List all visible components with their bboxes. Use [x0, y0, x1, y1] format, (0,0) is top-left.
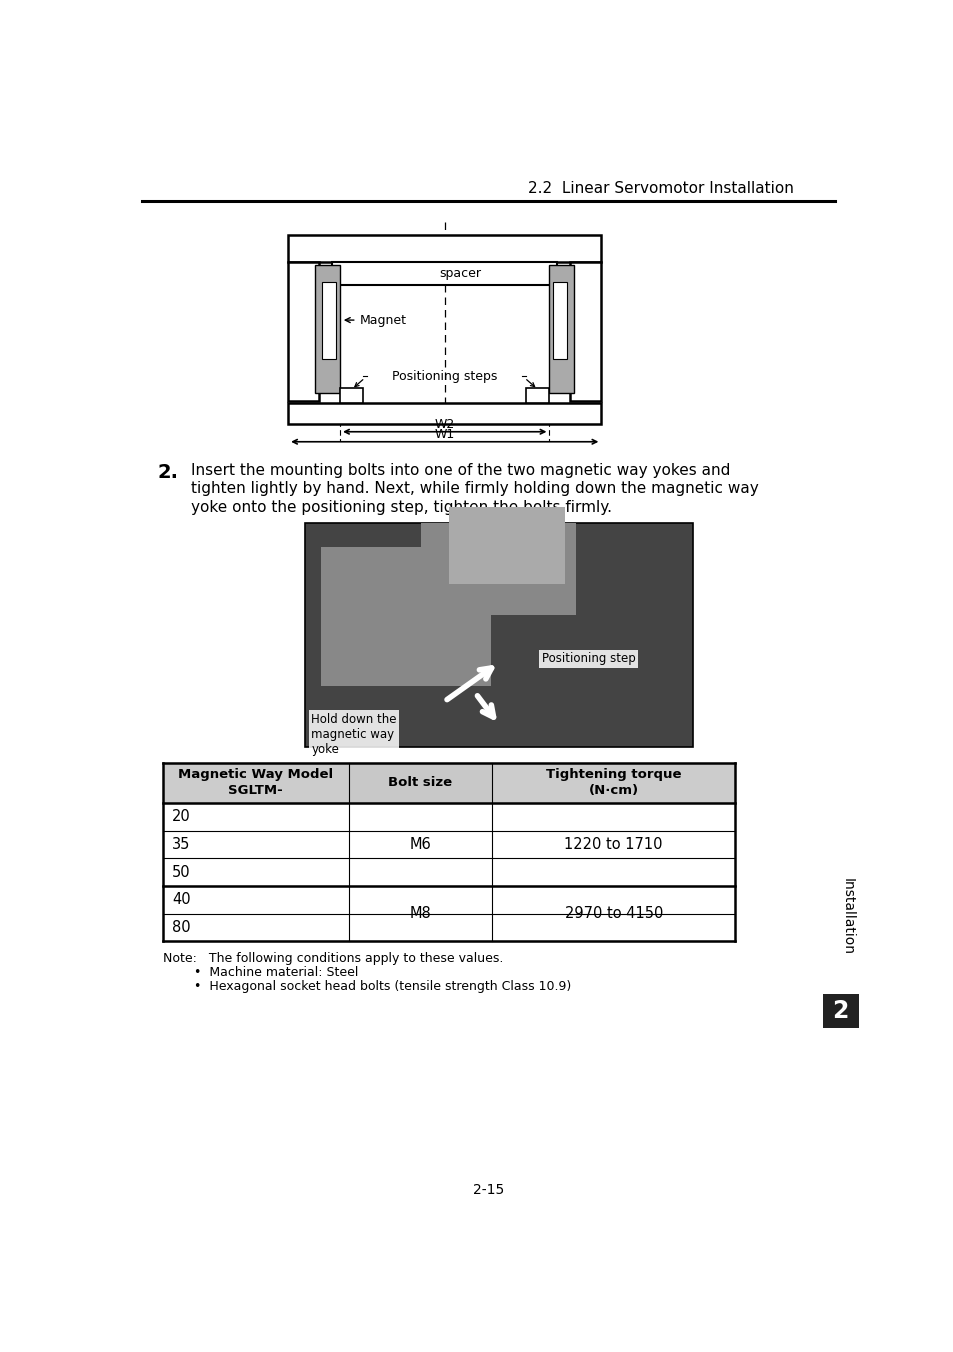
Bar	[570, 262, 600, 402]
Bar	[322, 281, 335, 358]
Text: 2970 to 4150: 2970 to 4150	[564, 906, 662, 921]
Bar	[315, 265, 340, 393]
Text: 20: 20	[172, 810, 191, 825]
Text: Magnet: Magnet	[345, 314, 406, 327]
Bar	[305, 523, 692, 748]
Bar	[320, 548, 491, 685]
Text: 2: 2	[832, 999, 848, 1022]
Text: yoke onto the positioning step, tighten the bolts firmly.: yoke onto the positioning step, tighten …	[191, 499, 611, 515]
Text: 50: 50	[172, 865, 191, 880]
Text: 1220 to 1710: 1220 to 1710	[564, 837, 662, 852]
Bar	[332, 262, 557, 285]
Bar	[448, 507, 564, 584]
Text: •  Hexagonal socket head bolts (tensile strength Class 10.9): • Hexagonal socket head bolts (tensile s…	[178, 980, 571, 992]
Text: Insert the mounting bolts into one of the two magnetic way yokes and: Insert the mounting bolts into one of th…	[191, 462, 729, 477]
Text: Note:   The following conditions apply to these values.: Note: The following conditions apply to …	[162, 952, 502, 965]
Text: Bolt size: Bolt size	[388, 776, 452, 790]
Text: 35: 35	[172, 837, 191, 852]
Text: Magnetic Way Model
SGLTM-: Magnetic Way Model SGLTM-	[178, 768, 333, 798]
Bar	[421, 523, 576, 615]
Bar	[340, 388, 363, 403]
Text: Hold down the
magnetic way
yoke: Hold down the magnetic way yoke	[311, 713, 396, 756]
Text: spacer: spacer	[438, 268, 480, 280]
Text: Installation: Installation	[840, 879, 854, 956]
Text: 2.2  Linear Servomotor Installation: 2.2 Linear Servomotor Installation	[527, 181, 793, 196]
Bar	[525, 388, 549, 403]
Bar	[549, 265, 574, 393]
Bar	[288, 235, 600, 262]
Text: 80: 80	[172, 921, 191, 936]
Text: Positioning step: Positioning step	[541, 653, 635, 665]
Bar	[288, 403, 600, 425]
Text: Positioning steps: Positioning steps	[392, 370, 497, 383]
Text: •  Machine material: Steel: • Machine material: Steel	[178, 967, 358, 979]
Bar	[348, 763, 492, 803]
Bar	[288, 262, 319, 402]
Text: 40: 40	[172, 892, 191, 907]
Bar	[553, 281, 567, 358]
Bar	[162, 763, 735, 803]
Text: M8: M8	[409, 906, 431, 921]
Text: Tightening torque
(N·cm): Tightening torque (N·cm)	[545, 768, 680, 798]
Bar	[822, 994, 858, 1028]
Text: W1: W1	[435, 429, 455, 441]
Text: 2.: 2.	[158, 462, 179, 481]
Text: M6: M6	[409, 837, 431, 852]
Text: tighten lightly by hand. Next, while firmly holding down the magnetic way: tighten lightly by hand. Next, while fir…	[191, 481, 758, 496]
Text: W2: W2	[435, 418, 455, 431]
Text: 2-15: 2-15	[473, 1183, 504, 1197]
